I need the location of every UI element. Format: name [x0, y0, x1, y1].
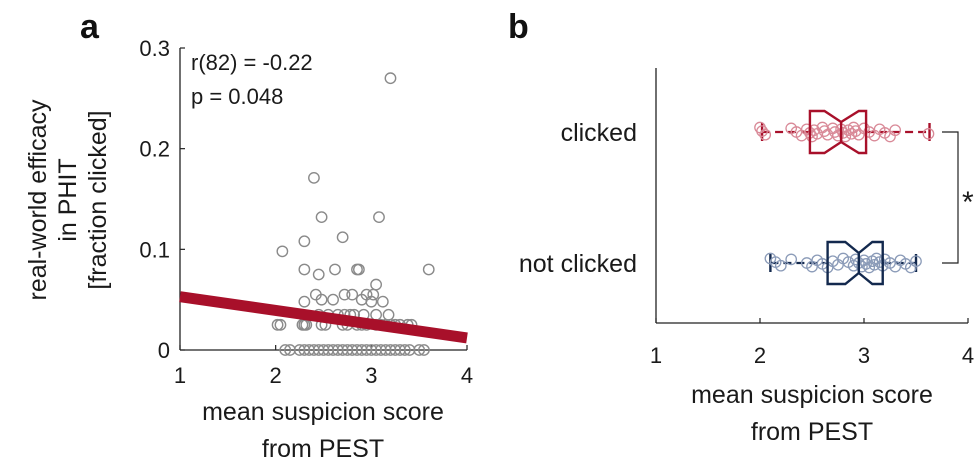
- scatter-point: [327, 293, 339, 306]
- p-value-stat: p = 0.048: [191, 84, 283, 109]
- x-axis-label-line-2: from PEST: [262, 435, 384, 463]
- data-point-not-clicked: [910, 255, 922, 268]
- data-point-not-clicked: [774, 259, 787, 272]
- data-point-not-clicked: [860, 258, 872, 270]
- box-plot-panel: 1 2 3 4 clicked not clicked * mean suspicio…: [519, 68, 974, 446]
- scatter-plot-panel: real-world efficacy in PHIT [fraction cl…: [24, 36, 473, 463]
- scatter-point: [418, 344, 430, 356]
- correlation-stat: r(82) = -0.22: [191, 50, 313, 75]
- y-tick-label: 0.2: [139, 137, 170, 162]
- scatter-point: [327, 344, 339, 356]
- b-x-tick-label: 3: [858, 343, 870, 368]
- b-x-axis-label-line-1: mean suspicion score: [691, 381, 933, 409]
- scatter-point: [315, 211, 328, 224]
- scatter-point: [308, 344, 320, 356]
- scatter-point: [394, 344, 406, 356]
- scatter-point: [336, 344, 349, 356]
- b-x-tick-label: 1: [650, 343, 662, 368]
- scatter-point: [322, 344, 335, 356]
- scatter-point: [338, 288, 351, 301]
- scatter-point: [329, 263, 341, 276]
- b-x-tick-label: 2: [754, 343, 766, 368]
- scatter-point: [379, 344, 392, 356]
- scatter-point: [331, 344, 344, 356]
- scatter-point: [336, 231, 349, 244]
- data-point-clicked: [889, 124, 902, 137]
- scatter-point: [398, 344, 411, 356]
- x-tick-label: 4: [461, 363, 473, 388]
- y-axis-label-line-2: in PHIT: [54, 158, 82, 241]
- scatter-point: [384, 72, 397, 85]
- scatter-point: [351, 344, 363, 356]
- scatter-point: [376, 295, 389, 308]
- scatter-point: [367, 288, 380, 301]
- scatter-point: [346, 288, 359, 301]
- x-axis-label-line-1: mean suspicion score: [202, 398, 444, 426]
- scatter-point: [317, 344, 330, 356]
- significance-marker: *: [962, 186, 974, 219]
- scatter-point: [276, 245, 289, 258]
- data-point-clicked: [759, 128, 772, 141]
- x-tick-label: 1: [174, 363, 186, 388]
- scatter-point: [355, 344, 368, 356]
- data-point-not-clicked: [849, 253, 862, 266]
- scatter-point: [360, 344, 373, 356]
- x-tick-label: 2: [270, 363, 282, 388]
- scatter-point: [370, 344, 383, 356]
- category-label-not-clicked: not clicked: [519, 250, 637, 278]
- data-point-clicked: [922, 127, 935, 140]
- panel-b-letter: b: [508, 8, 529, 46]
- data-point-clicked: [849, 125, 862, 137]
- scatter-point: [382, 308, 395, 321]
- scatter-point: [384, 344, 397, 356]
- x-tick-label: 3: [365, 363, 377, 388]
- scatter-point: [298, 344, 311, 356]
- y-tick-label: 0: [158, 338, 170, 363]
- scatter-point: [298, 235, 311, 248]
- b-x-tick-label: 4: [962, 343, 974, 368]
- regression-line: [179, 291, 468, 344]
- scatter-point: [312, 268, 325, 281]
- panel-a-letter: a: [80, 8, 100, 46]
- scatter-point: [346, 344, 359, 356]
- scatter-point: [312, 344, 325, 356]
- data-point-not-clicked: [785, 253, 798, 266]
- scatter-point: [274, 318, 287, 331]
- significance-bracket: [942, 131, 959, 264]
- scatter-point: [373, 211, 385, 224]
- b-x-axis-label-line-2: from PEST: [751, 418, 873, 446]
- scatter-point: [365, 344, 378, 356]
- scatter-point: [298, 263, 311, 276]
- category-label-clicked: clicked: [561, 119, 637, 147]
- scatter-point: [352, 263, 365, 276]
- scatter-point: [279, 344, 292, 356]
- notched-box-not-clicked: [826, 240, 884, 286]
- scatter-point: [389, 344, 402, 356]
- scatter-point: [315, 293, 328, 306]
- scatter-point: [341, 344, 354, 356]
- scatter-point: [284, 344, 296, 356]
- scatter-point: [298, 295, 311, 308]
- scatter-point: [413, 344, 426, 356]
- scatter-point: [374, 344, 387, 356]
- scatter-point: [403, 344, 416, 356]
- scatter-point: [271, 318, 284, 331]
- scatter-point: [303, 344, 316, 356]
- scatter-point: [293, 344, 306, 356]
- notched-box-clicked: [808, 109, 868, 155]
- y-axis-label-line-1: real-world efficacy: [24, 99, 52, 301]
- y-tick-label: 0.3: [139, 36, 170, 61]
- scatter-point: [422, 263, 435, 276]
- scatter-point: [370, 278, 383, 291]
- scatter-point: [308, 171, 320, 184]
- scatter-point: [365, 295, 378, 308]
- data-point-clicked: [756, 125, 768, 137]
- y-tick-label: 0.1: [139, 237, 170, 262]
- y-axis-label-line-3: [fraction clicked]: [84, 110, 112, 289]
- scatter-point: [370, 308, 383, 321]
